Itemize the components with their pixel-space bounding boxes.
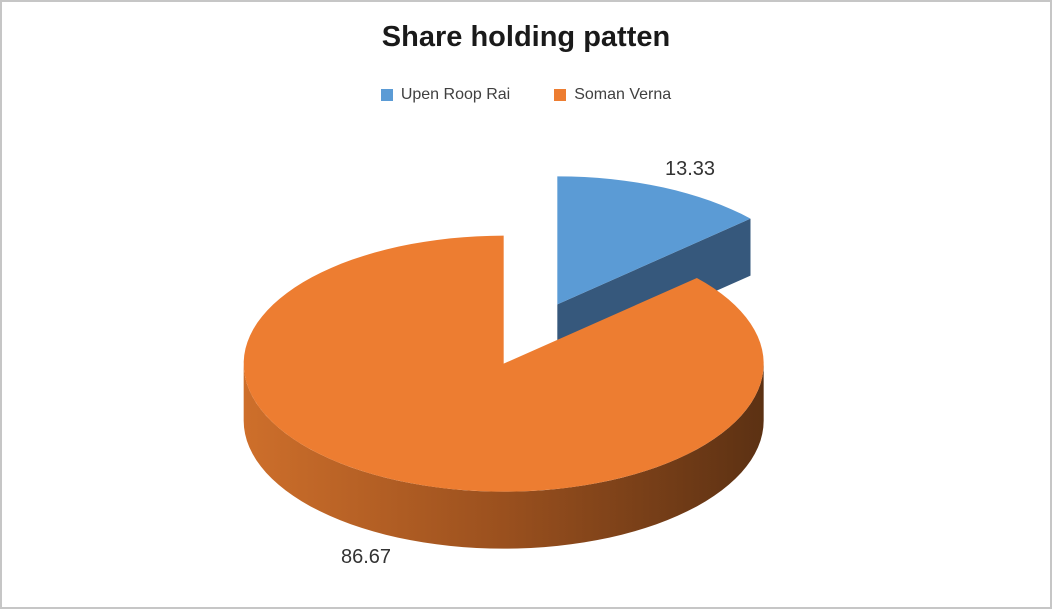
chart-title: Share holding patten [381, 21, 671, 53]
legend-label: Soman Verna [574, 86, 672, 103]
legend-item-upen-roop-rai[interactable]: Upen Roop Rai [380, 86, 511, 104]
data-label-upen-roop-rai: 13.33 [665, 158, 715, 180]
pie-slice-side-soman-verna[interactable] [243, 363, 764, 549]
pie-slice-upen-roop-rai[interactable] [557, 176, 751, 305]
legend-swatch-orange-icon [554, 89, 567, 101]
data-label-soman-verna: 86.67 [341, 546, 391, 568]
legend-label: Upen Roop Rai [400, 86, 511, 103]
legend-swatch-blue-icon [380, 89, 393, 101]
legend-item-soman-verna[interactable]: Soman Verna [554, 86, 671, 104]
legend: Upen Roop Rai Soman Verna [2, 86, 1050, 104]
pie-slice-soman-verna[interactable] [243, 235, 764, 492]
